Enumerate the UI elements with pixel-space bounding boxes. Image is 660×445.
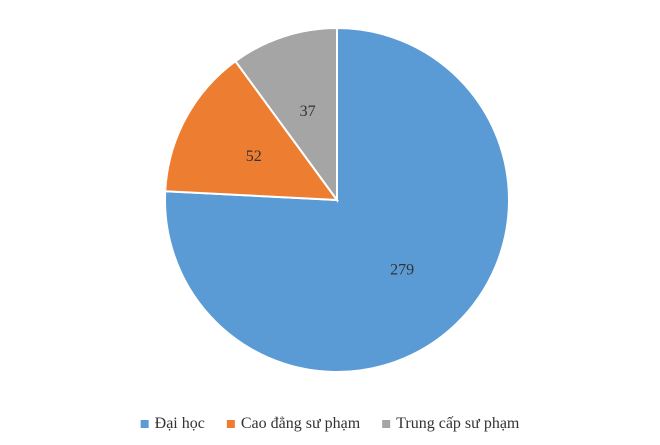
- legend-swatch-2: [382, 420, 391, 428]
- legend-label-0: Đại học: [155, 415, 205, 432]
- pie-slice-2: [234, 26, 338, 204]
- legend-label-2: Trung cấp sư phạm: [396, 415, 520, 432]
- legend-swatch-0: [140, 420, 149, 428]
- legend-swatch-1: [226, 420, 235, 428]
- legend-label-1: Cao đẳng sư phạm: [241, 415, 361, 432]
- data-label-0: 279: [390, 262, 414, 279]
- pie-data-labels: 279 52 37: [246, 103, 414, 279]
- data-label-1: 52: [246, 148, 262, 165]
- pie-slice-1: [164, 59, 340, 202]
- pie-slice-0: [164, 26, 510, 373]
- data-label-2: 37: [300, 103, 316, 120]
- pie-slices: [164, 26, 510, 373]
- legend: Đại học Cao đẳng sư phạm Trung cấp sư phạm: [140, 415, 520, 432]
